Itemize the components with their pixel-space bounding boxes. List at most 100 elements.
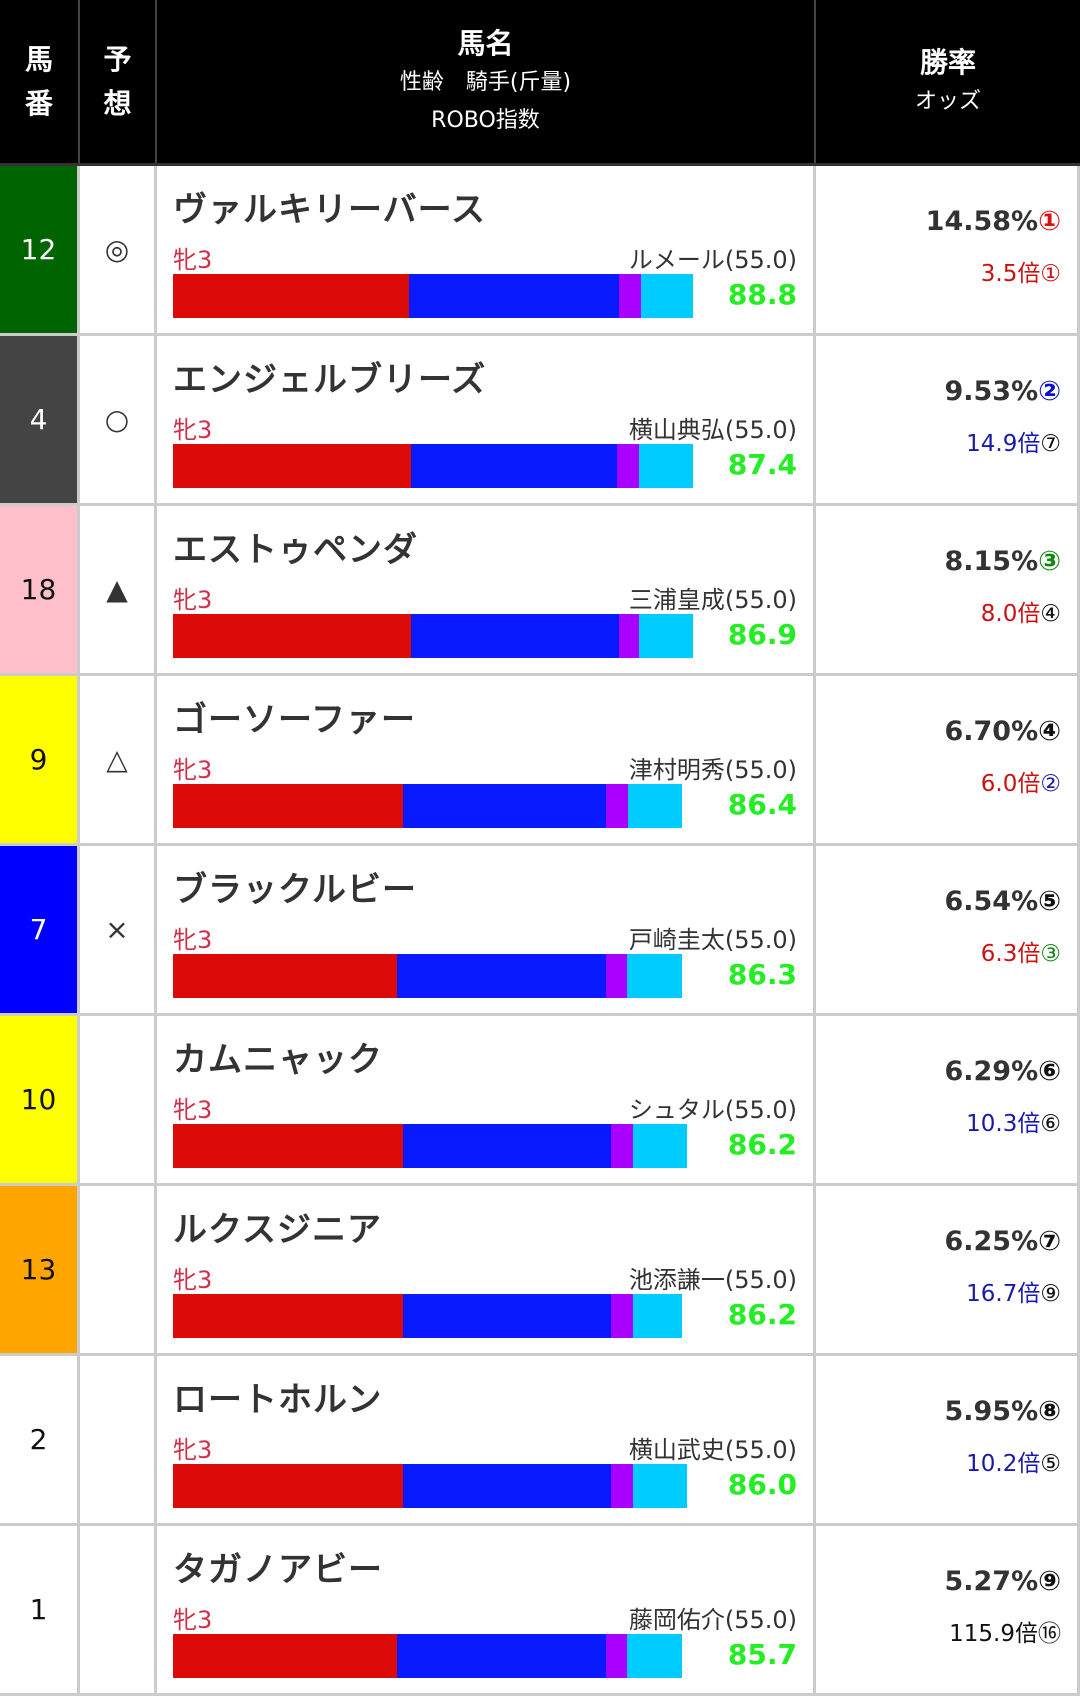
odds-rank: ③ <box>1040 941 1061 967</box>
bar-segment-cyan <box>628 784 683 828</box>
table-row[interactable]: 2 ロートホルン 牝3 横山武史(55.0) 86.0 5.95%⑧ 10.2倍… <box>0 1356 1080 1526</box>
bar-segment-red <box>173 1634 398 1678</box>
horse-info: ゴーソーファー 牝3 津村明秀(55.0) 86.4 <box>157 676 816 843</box>
win-rate: 6.25%⑦ <box>944 1226 1061 1257</box>
robo-index-score: 86.2 <box>727 1128 797 1161</box>
jockey-weight: 藤岡佑介(55.0) <box>628 1606 797 1634</box>
rate-odds-cell: 5.95%⑧ 10.2倍⑤ <box>816 1356 1080 1523</box>
horse-number: 4 <box>0 336 80 503</box>
horse-number: 18 <box>0 506 80 673</box>
odds-rank: ⑤ <box>1040 1451 1061 1477</box>
prediction-mark: ◎ <box>80 166 157 333</box>
sex-age: 牝3 <box>173 1266 213 1294</box>
horse-name[interactable]: ブラックルビー <box>173 870 417 910</box>
sex-age: 牝3 <box>173 926 213 954</box>
bar-segment-cyan <box>633 1464 688 1508</box>
horse-name[interactable]: ロートホルン <box>173 1380 383 1420</box>
odds-rank: ⑨ <box>1040 1281 1061 1307</box>
horse-name[interactable]: エンジェルブリーズ <box>173 360 487 400</box>
win-rate-rank: ⑥ <box>1038 1056 1061 1087</box>
win-rate-value: 5.27% <box>944 1566 1039 1597</box>
odds-value: 10.2倍 <box>966 1451 1041 1477</box>
bar-segment-red <box>173 954 398 998</box>
bar-segment-cyan <box>639 614 693 658</box>
bar-segment-blue <box>403 1294 612 1338</box>
jockey-weight: ルメール(55.0) <box>628 246 797 274</box>
bar-segment-blue <box>397 1634 606 1678</box>
win-rate: 6.29%⑥ <box>944 1056 1061 1087</box>
odds-value: 16.7倍 <box>966 1281 1041 1307</box>
horse-name[interactable]: ヴァルキリーバース <box>173 190 486 230</box>
header-umaban: 馬 番 <box>0 0 80 163</box>
odds-rank: ④ <box>1040 601 1061 627</box>
horse-number-text: 12 <box>20 233 57 266</box>
header-horse-name: 馬名 <box>457 26 514 60</box>
horse-info: タガノアビー 牝3 藤岡佑介(55.0) 85.7 <box>157 1526 816 1693</box>
sex-age: 牝3 <box>173 1096 213 1124</box>
table-row[interactable]: 10 カムニャック 牝3 シュタル(55.0) 86.2 6.29%⑥ 10.3… <box>0 1016 1080 1186</box>
bar-segment-cyan <box>633 1294 682 1338</box>
table-row[interactable]: 12 ◎ ヴァルキリーバース 牝3 ルメール(55.0) 88.8 14.58%… <box>0 166 1080 336</box>
win-rate-value: 6.70% <box>944 716 1039 747</box>
header-win-rate: 勝率 <box>919 45 976 79</box>
table-row[interactable]: 9 △ ゴーソーファー 牝3 津村明秀(55.0) 86.4 6.70%④ 6.… <box>0 676 1080 846</box>
bar-segment-cyan <box>633 1124 688 1168</box>
prediction-mark <box>80 1186 157 1353</box>
prediction-mark: ▲ <box>80 506 157 673</box>
bar-segment-red <box>173 1294 403 1338</box>
odds: 3.5倍① <box>981 254 1061 288</box>
table-row[interactable]: 4 ○ エンジェルブリーズ 牝3 横山典弘(55.0) 87.4 9.53%② … <box>0 336 1080 506</box>
prediction-mark <box>80 1356 157 1523</box>
bar-segment-purple <box>605 954 628 998</box>
odds: 16.7倍⑨ <box>966 1274 1061 1308</box>
win-rate-value: 5.95% <box>944 1396 1039 1427</box>
header-yoso-2: 想 <box>103 86 132 120</box>
table-row[interactable]: 18 ▲ エストゥペンダ 牝3 三浦皇成(55.0) 86.9 8.15%③ 8… <box>0 506 1080 676</box>
bar-segment-purple <box>606 784 628 828</box>
horse-name[interactable]: タガノアビー <box>173 1550 383 1590</box>
horse-info: エストゥペンダ 牝3 三浦皇成(55.0) 86.9 <box>157 506 816 673</box>
win-rate: 9.53%② <box>944 376 1061 407</box>
header-sex-jockey: 性齢 騎手(斤量) <box>399 69 572 95</box>
robo-index-bar <box>173 274 693 318</box>
bar-segment-blue <box>409 274 620 318</box>
bar-segment-red <box>173 444 412 488</box>
robo-index-score: 88.8 <box>727 278 797 311</box>
prediction-mark <box>80 1016 157 1183</box>
robo-index-bar <box>173 1124 693 1168</box>
sex-age: 牝3 <box>173 1436 213 1464</box>
win-rate: 8.15%③ <box>944 546 1061 577</box>
horse-number: 9 <box>0 676 80 843</box>
odds-value: 115.9倍 <box>949 1621 1038 1647</box>
bar-segment-red <box>173 1464 403 1508</box>
bar-segment-cyan <box>639 444 693 488</box>
sex-age: 牝3 <box>173 1606 213 1634</box>
jockey-weight: 戸崎圭太(55.0) <box>628 926 797 954</box>
robo-index-bar <box>173 614 693 658</box>
odds-rank: ② <box>1040 771 1061 797</box>
odds: 10.3倍⑥ <box>966 1104 1061 1138</box>
bar-segment-purple <box>605 1634 628 1678</box>
horse-number: 2 <box>0 1356 80 1523</box>
horse-number-text: 13 <box>20 1253 57 1286</box>
horse-name[interactable]: ゴーソーファー <box>173 700 416 740</box>
rate-odds-cell: 9.53%② 14.9倍⑦ <box>816 336 1080 503</box>
prediction-mark: △ <box>80 676 157 843</box>
table-row[interactable]: 7 × ブラックルビー 牝3 戸崎圭太(55.0) 86.3 6.54%⑤ 6.… <box>0 846 1080 1016</box>
bar-segment-red <box>173 1124 403 1168</box>
table-row[interactable]: 1 タガノアビー 牝3 藤岡佑介(55.0) 85.7 5.27%⑨ 115.9… <box>0 1526 1080 1696</box>
horse-name[interactable]: ルクスジニア <box>173 1210 382 1250</box>
bar-segment-blue <box>411 444 618 488</box>
odds-value: 6.3倍 <box>980 941 1041 967</box>
horse-name[interactable]: カムニャック <box>173 1040 383 1080</box>
bar-segment-purple <box>611 1294 633 1338</box>
odds-rank: ⑯ <box>1038 1621 1061 1647</box>
horse-info: ヴァルキリーバース 牝3 ルメール(55.0) 88.8 <box>157 166 816 333</box>
table-row[interactable]: 13 ルクスジニア 牝3 池添謙一(55.0) 86.2 6.25%⑦ 16.7… <box>0 1186 1080 1356</box>
robo-index-score: 86.4 <box>727 788 797 821</box>
bar-segment-purple <box>619 274 641 318</box>
horse-name[interactable]: エストゥペンダ <box>173 530 418 570</box>
header-odds: オッズ <box>914 88 981 114</box>
win-rate-rank: ⑤ <box>1038 886 1061 917</box>
odds-value: 3.5倍 <box>980 261 1041 287</box>
